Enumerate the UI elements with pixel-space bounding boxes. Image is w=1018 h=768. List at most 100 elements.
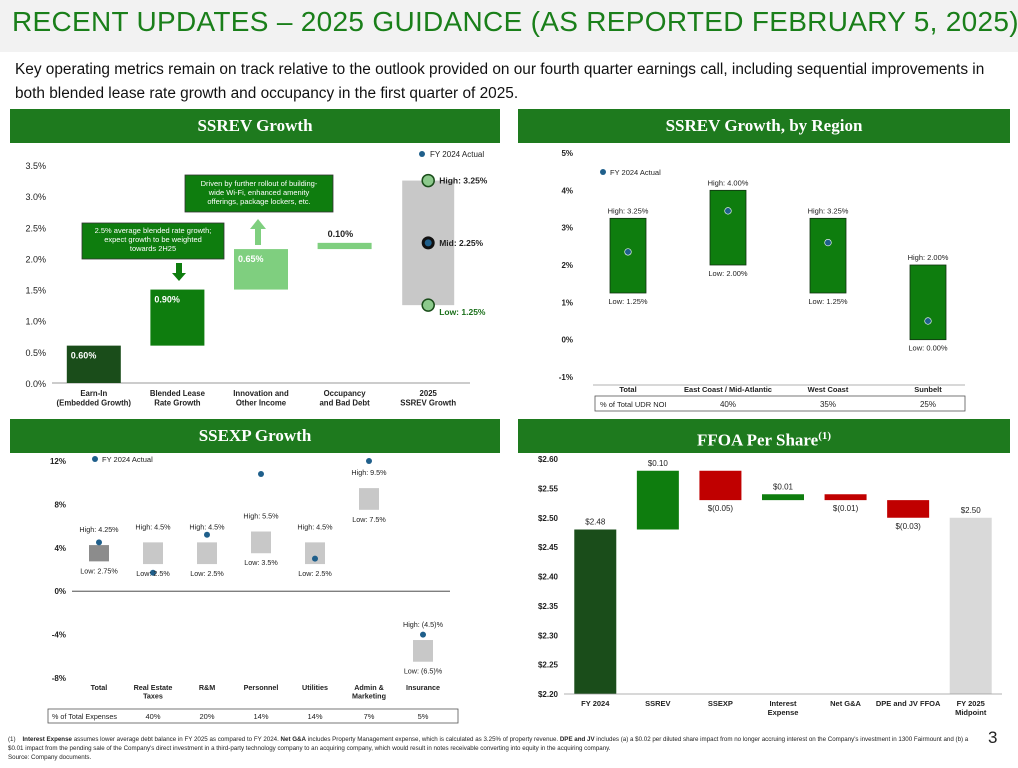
ssexp-actual-dot [420,631,426,638]
ssrev-callout-2-arrow [250,219,266,245]
ffoa-ytick: $2.50 [538,514,559,523]
footnote-source: Source: Company documents. [8,754,92,761]
region-low-label: Low: 1.25% [808,297,848,306]
ssrev-callout-1-arrow [172,263,186,281]
ssexp-table-value: 40% [145,712,160,721]
ffoa-category-label: Net G&A [830,699,861,708]
ssexp-low-label: Low: (6.5)% [404,667,443,676]
ssrev-category-label: Earn-In (Embedded Growth) [57,389,132,407]
ssrev-ytick: 1.5% [25,286,46,296]
ssrev-ytick: 3.0% [25,192,46,202]
ffoa-data-label: $(0.03) [895,522,921,531]
ssrev-low-label: Low: 1.25% [439,307,486,317]
region-legend-label: FY 2024 Actual [610,168,661,177]
ssexp-ytick: 4% [54,544,66,553]
ssexp-ytick: 8% [54,500,66,509]
footnote-t3: includes (a) a $0.02 per diluted share i… [8,736,969,752]
region-range-bar [709,189,747,266]
ssrev-high-label: High: 3.25% [439,176,488,186]
ssrev-actual-dot [424,239,432,247]
ssexp-actual-dot [312,555,318,562]
ffoa-header-text: FFOA Per Share [696,430,819,450]
region-table-value: 40% [720,400,736,409]
region-ytick: 1% [561,298,573,307]
region-low-label: Low: 1.25% [608,297,648,306]
region-category-label: Sunbelt [914,385,942,394]
ssexp-legend-dot [92,456,98,462]
region-ytick: 3% [561,224,573,233]
ffoa-data-label: $(0.05) [708,504,734,513]
ssrev-callout-2-box [184,174,334,213]
ssexp-high-label: High: (4.5)% [403,620,444,629]
ssexp-low-label: Low: 2.5% [190,569,224,578]
ssexp-high-label: High: 4.5% [297,522,333,531]
intro-text: Key operating metrics remain on track re… [15,61,985,102]
footnote-b3: DPE and JV [559,736,595,743]
region-category-label: Total [619,385,636,394]
ssexp-low-label: Low: 3.5% [244,558,278,567]
region-low-label: Low: 2.00% [708,269,748,278]
ffoa-category-label: FY 2025 Midpoint [955,699,987,717]
ssrev-data-label: 0.60% [71,351,97,361]
ssrev-category-label: 2025 SSREV Growth [400,389,456,407]
ssrev-category-label: Blended Lease Rate Growth [150,389,206,407]
ssexp-low-label: Low: 2.5% [136,569,170,578]
ffoa-category-label: SSREV [645,699,670,708]
region-category-label: West Coast [808,385,849,394]
ssexp-category-label: Utilities [302,683,328,692]
ffoa-data-label: $0.01 [773,482,794,491]
region-range-bar [809,217,847,294]
ssexp-table-value: 20% [199,712,214,721]
ffoa-category-label: FY 2024 [581,699,610,708]
region-ytick: 2% [561,261,573,270]
ssexp-ytick: 0% [54,587,66,596]
region-category-label: East Coast / Mid-Atlantic [684,385,772,394]
ffoa-header: FFOA Per Share(1) [518,419,1010,453]
ffoa-category-label: DPE and JV FFOA [876,699,941,708]
region-range-bar [609,217,647,294]
ffoa-ytick: $2.30 [538,631,559,640]
ssrev-bar [234,249,288,290]
ssexp-low-label: Low: 7.5% [352,515,386,524]
ssexp-table-label: % of Total Expenses [52,712,117,721]
ssrev-ytick: 2.0% [25,254,46,264]
ssexp-actual-dot [258,471,264,478]
ssexp-high-label: High: 4.25% [79,525,119,534]
ssexp-range-bar [197,542,217,565]
ssexp-table-value: 5% [418,712,429,721]
ssrev-low-marker [421,298,435,312]
ssexp-high-label: High: 5.5% [243,512,279,521]
region-legend-dot [600,169,606,175]
ssexp-range-bar [305,542,325,565]
ssrev-ytick: 2.5% [25,223,46,233]
region-table-box [594,395,966,412]
footnote-b2: Net G&A [280,736,306,743]
ffoa-bar [574,529,617,694]
ffoa-category-label: SSEXP [708,699,733,708]
ssexp-ytick: -4% [52,631,66,640]
ssrev-ytick: 3.5% [25,161,46,171]
region-actual-dot [724,207,732,215]
ffoa-category-label: Interest Expense [768,699,799,717]
ffoa-data-label: $2.48 [585,518,606,527]
ssexp-category-label: Insurance [406,683,440,692]
region-high-label: High: 4.00% [708,178,749,187]
ffoa-bar [824,494,867,501]
region-high-label: High: 3.25% [808,206,849,215]
ssexp-low-label: Low: 2.5% [298,569,332,578]
region-ytick: 5% [561,149,573,158]
ffoa-ytick: $2.20 [538,690,559,699]
ffoa-data-label: $(0.01) [833,504,859,513]
ssrev-data-label: 0.10% [328,229,354,239]
ssexp-table-value: 14% [253,712,268,721]
ssexp-actual-dot [204,531,210,538]
ssexp-category-label: Personnel [244,683,279,692]
ssexp-actual-dot [150,569,156,576]
region-actual-dot [924,317,932,325]
region-low-label: Low: 0.00% [908,344,948,353]
ssexp-category-label: Total [91,683,108,692]
ffoa-bar [762,494,804,501]
page-title: RECENT UPDATES – 2025 GUIDANCE (AS REPOR… [12,6,1018,37]
ssexp-ytick: -8% [52,674,66,683]
ssexp-range-bar [359,488,379,510]
